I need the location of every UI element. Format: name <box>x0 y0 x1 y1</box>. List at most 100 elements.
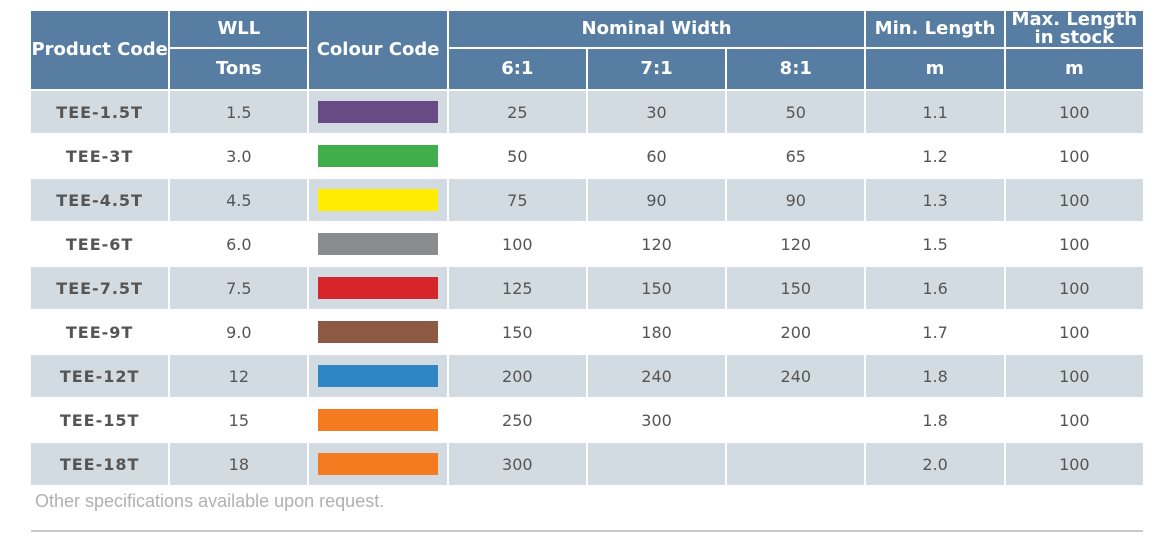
min-length-cell: 1.2 <box>866 135 1004 177</box>
width-6-1-cell: 150 <box>448 311 586 353</box>
table-row: TEE-1.5T 1.5 25 30 50 1.1 100 <box>31 91 1143 133</box>
colour-swatch <box>318 277 439 299</box>
max-length-cell: 100 <box>1005 355 1143 397</box>
min-length-cell: 1.8 <box>866 399 1004 441</box>
header-min-length-unit: m <box>866 49 1004 89</box>
header-min-length: Min. Length <box>866 11 1004 47</box>
max-length-cell: 100 <box>1005 267 1143 309</box>
colour-code-cell <box>309 399 447 441</box>
min-length-cell: 1.6 <box>866 267 1004 309</box>
width-8-1-cell <box>727 399 865 441</box>
product-code-cell: TEE-7.5T <box>31 267 169 309</box>
colour-swatch <box>318 101 439 123</box>
min-length-cell: 2.0 <box>866 443 1004 485</box>
header-max-length: Max. Length in stock <box>1005 9 1143 48</box>
width-8-1-cell <box>727 443 865 485</box>
width-7-1-cell: 90 <box>587 179 726 221</box>
width-7-1-cell <box>587 443 726 485</box>
wll-cell: 12 <box>170 355 308 397</box>
table-row: TEE-4.5T 4.5 75 90 90 1.3 100 <box>31 179 1143 221</box>
min-length-cell: 1.1 <box>866 91 1004 133</box>
max-length-cell: 100 <box>1005 311 1143 353</box>
product-code-cell: TEE-4.5T <box>31 179 169 221</box>
max-length-cell: 100 <box>1005 179 1143 221</box>
colour-swatch <box>318 409 439 431</box>
header-ratio-7: 7:1 <box>587 49 726 89</box>
width-6-1-cell: 125 <box>448 267 586 309</box>
width-8-1-cell: 200 <box>727 311 865 353</box>
product-code-cell: TEE-6T <box>31 223 169 265</box>
spec-table-body: TEE-1.5T 1.5 25 30 50 1.1 100 TEE-3T 3.0 50 60 65 1.… <box>31 91 1143 485</box>
width-8-1-cell: 150 <box>727 267 865 309</box>
width-6-1-cell: 200 <box>448 355 586 397</box>
colour-swatch <box>318 365 439 387</box>
wll-cell: 3.0 <box>170 135 308 177</box>
width-7-1-cell: 300 <box>587 399 726 441</box>
product-code-cell: TEE-18T <box>31 443 169 485</box>
header-max-length-unit: m <box>1005 49 1143 89</box>
product-code-cell: TEE-3T <box>31 135 169 177</box>
wll-cell: 6.0 <box>170 223 308 265</box>
spec-table-container: Product Code WLL Colour Code Nominal Wid… <box>31 11 1143 485</box>
colour-code-cell <box>309 443 447 485</box>
header-product-code: Product Code <box>31 11 169 89</box>
wll-cell: 15 <box>170 399 308 441</box>
colour-swatch <box>318 453 439 475</box>
wll-cell: 1.5 <box>170 91 308 133</box>
width-7-1-cell: 180 <box>587 311 726 353</box>
header-ratio-8: 8:1 <box>727 49 865 89</box>
table-row: TEE-6T 6.0 100 120 120 1.5 100 <box>31 223 1143 265</box>
header-max-length-line2: in stock <box>1034 27 1115 48</box>
colour-swatch <box>318 189 439 211</box>
width-7-1-cell: 120 <box>587 223 726 265</box>
bottom-divider <box>31 530 1143 532</box>
width-8-1-cell: 65 <box>727 135 865 177</box>
wll-cell: 9.0 <box>170 311 308 353</box>
max-length-cell: 100 <box>1005 135 1143 177</box>
width-6-1-cell: 300 <box>448 443 586 485</box>
width-8-1-cell: 240 <box>727 355 865 397</box>
min-length-cell: 1.5 <box>866 223 1004 265</box>
header-wll-unit: Tons <box>170 49 308 89</box>
width-7-1-cell: 30 <box>587 91 726 133</box>
product-code-cell: TEE-15T <box>31 399 169 441</box>
table-row: TEE-3T 3.0 50 60 65 1.2 100 <box>31 135 1143 177</box>
spec-table: Product Code WLL Colour Code Nominal Wid… <box>29 9 1145 487</box>
header-max-length-line1: Max. Length <box>1011 9 1138 30</box>
colour-code-cell <box>309 311 447 353</box>
colour-code-cell <box>309 179 447 221</box>
wll-cell: 7.5 <box>170 267 308 309</box>
min-length-cell: 1.3 <box>866 179 1004 221</box>
colour-code-cell <box>309 267 447 309</box>
colour-code-cell <box>309 223 447 265</box>
width-6-1-cell: 25 <box>448 91 586 133</box>
width-8-1-cell: 50 <box>727 91 865 133</box>
product-code-cell: TEE-9T <box>31 311 169 353</box>
colour-code-cell <box>309 135 447 177</box>
max-length-cell: 100 <box>1005 443 1143 485</box>
table-row: TEE-12T 12 200 240 240 1.8 100 <box>31 355 1143 397</box>
min-length-cell: 1.7 <box>866 311 1004 353</box>
wll-cell: 4.5 <box>170 179 308 221</box>
width-6-1-cell: 50 <box>448 135 586 177</box>
max-length-cell: 100 <box>1005 399 1143 441</box>
max-length-cell: 100 <box>1005 223 1143 265</box>
colour-swatch <box>318 233 439 255</box>
width-7-1-cell: 150 <box>587 267 726 309</box>
width-6-1-cell: 250 <box>448 399 586 441</box>
header-colour-code: Colour Code <box>309 11 447 89</box>
table-row: TEE-9T 9.0 150 180 200 1.7 100 <box>31 311 1143 353</box>
table-row: TEE-18T 18 300 2.0 100 <box>31 443 1143 485</box>
header-ratio-6: 6:1 <box>448 49 586 89</box>
header-nominal-width: Nominal Width <box>448 11 865 47</box>
colour-swatch <box>318 321 439 343</box>
width-6-1-cell: 75 <box>448 179 586 221</box>
max-length-cell: 100 <box>1005 91 1143 133</box>
colour-code-cell <box>309 355 447 397</box>
wll-cell: 18 <box>170 443 308 485</box>
product-code-cell: TEE-1.5T <box>31 91 169 133</box>
table-row: TEE-15T 15 250 300 1.8 100 <box>31 399 1143 441</box>
colour-code-cell <box>309 91 447 133</box>
width-8-1-cell: 120 <box>727 223 865 265</box>
product-code-cell: TEE-12T <box>31 355 169 397</box>
